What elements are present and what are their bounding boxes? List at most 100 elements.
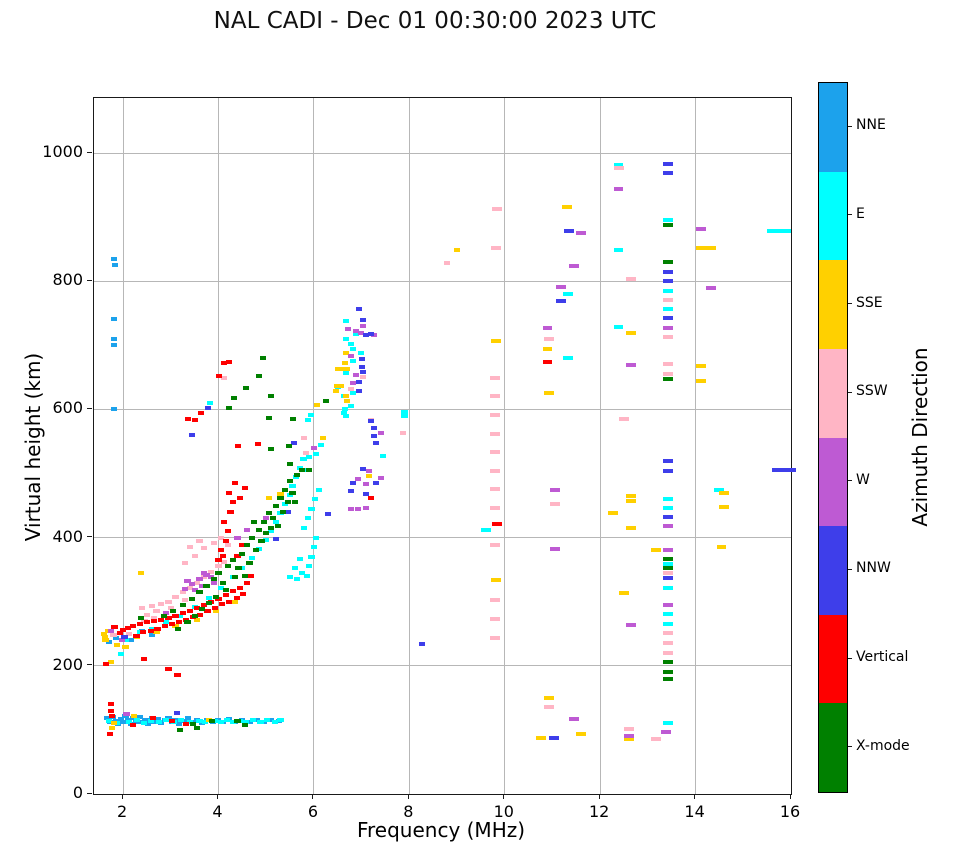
y-tick-800	[87, 279, 92, 281]
data-point-Vertical	[120, 627, 127, 632]
data-point-E	[249, 718, 256, 723]
x-tick-label-4: 4	[212, 802, 223, 821]
data-point-X-mode	[258, 538, 265, 543]
data-point-W	[234, 535, 241, 540]
data-point-W	[366, 468, 373, 473]
data-point-SSW	[663, 640, 673, 645]
data-point-NNW	[370, 426, 378, 431]
x-tick-label-8: 8	[403, 802, 414, 821]
data-point-Vertical	[218, 602, 225, 607]
data-point-W	[661, 729, 671, 734]
data-point-NNW	[663, 170, 673, 175]
data-point-X-mode	[267, 526, 275, 531]
data-point-SSE	[626, 493, 636, 498]
data-point-SSW	[490, 636, 500, 641]
data-point-NNW	[419, 642, 426, 647]
data-point-E	[177, 613, 184, 618]
data-point-X-mode	[234, 718, 241, 723]
data-point-W	[348, 506, 355, 511]
data-point-NNW	[356, 379, 363, 384]
data-point-E	[114, 720, 121, 725]
data-point-NNE	[136, 715, 143, 720]
data-point-Vertical	[165, 667, 172, 672]
data-point-E	[289, 484, 296, 489]
data-point-NNW	[348, 488, 355, 493]
data-point-X-mode	[229, 558, 236, 563]
data-point-W	[663, 326, 673, 331]
data-point-W	[576, 230, 586, 235]
y-tick-1000	[87, 151, 92, 153]
data-point-Vertical	[107, 708, 114, 713]
data-point-SSW	[158, 602, 165, 607]
data-point-X-mode	[663, 659, 673, 664]
data-point-NNW	[349, 481, 357, 486]
data-point-Vertical	[215, 558, 222, 563]
data-point-Vertical	[124, 626, 131, 630]
data-point-E	[217, 585, 224, 590]
data-point-Vertical	[222, 593, 229, 598]
colorbar-tick-label-Vertical: Vertical	[856, 649, 909, 666]
data-point-W	[118, 638, 125, 643]
data-point-E	[767, 229, 791, 234]
data-point-SSE	[205, 718, 213, 723]
data-point-NNE	[127, 637, 134, 642]
data-point-Vertical	[197, 411, 204, 416]
gridline-x-4	[218, 98, 219, 794]
data-point-SSE	[626, 499, 636, 504]
data-point-W	[189, 581, 196, 586]
data-point-W	[358, 331, 365, 336]
data-point-X-mode	[284, 500, 291, 505]
data-point-E	[239, 566, 246, 571]
data-point-X-mode	[246, 561, 253, 566]
data-point-X-mode	[231, 395, 238, 400]
data-point-X-mode	[282, 487, 289, 492]
data-point-Vertical	[255, 442, 262, 447]
data-point-Vertical	[151, 618, 158, 623]
colorbar-segment-E	[819, 171, 847, 261]
x-tick-4	[217, 794, 218, 799]
data-point-W	[354, 506, 361, 511]
data-point-SSE	[319, 436, 327, 441]
data-point-E	[348, 342, 355, 347]
data-point-NNE	[110, 317, 118, 322]
data-point-E	[156, 720, 163, 725]
data-point-NNW	[663, 459, 673, 464]
data-point-NNW	[370, 434, 378, 439]
data-point-E	[313, 535, 320, 540]
data-point-NNW	[368, 419, 375, 423]
data-point-E	[303, 574, 310, 579]
data-point-X-mode	[286, 479, 294, 484]
data-point-X-mode	[265, 415, 273, 420]
data-point-X-mode	[138, 615, 145, 620]
data-point-X-mode	[263, 530, 270, 535]
data-point-Vertical	[221, 361, 228, 366]
data-point-E	[307, 413, 315, 418]
data-point-E	[305, 418, 312, 423]
data-point-Vertical	[492, 522, 502, 527]
data-point-NNE	[105, 640, 112, 645]
data-point-E	[663, 611, 673, 616]
gridline-x-10	[504, 98, 506, 794]
data-point-Vertical	[244, 580, 251, 585]
data-point-SSW	[110, 633, 117, 638]
data-point-W	[203, 572, 210, 577]
data-point-SSE	[542, 347, 553, 352]
data-point-E	[267, 529, 275, 534]
data-point-Vertical	[175, 620, 182, 625]
data-point-SSW	[139, 606, 146, 611]
data-point-E	[340, 411, 348, 416]
colorbar-tick-SSE	[848, 303, 852, 305]
colorbar-tick-label-NNE: NNE	[856, 117, 886, 134]
data-point-NNE	[267, 717, 275, 722]
data-point-SSW	[208, 570, 215, 575]
colorbar-tick-label-E: E	[856, 205, 865, 222]
data-point-E	[613, 162, 624, 167]
colorbar	[818, 82, 848, 793]
colorbar-segment-NNW	[819, 526, 847, 615]
data-point-E	[229, 720, 236, 725]
data-point-X-mode	[255, 374, 263, 379]
data-point-SSW	[663, 651, 673, 655]
data-point-E	[358, 351, 365, 356]
data-point-SSW	[550, 502, 560, 507]
data-point-X-mode	[289, 490, 296, 495]
